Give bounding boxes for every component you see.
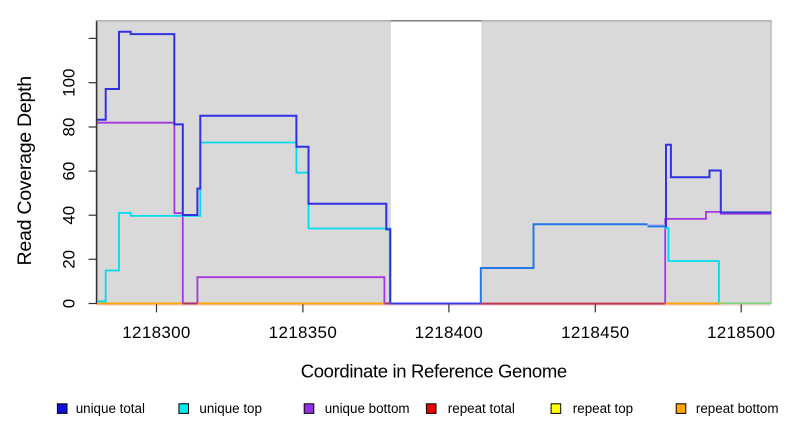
svg-text:unique total: unique total — [76, 401, 145, 416]
svg-text:Coordinate in Reference Genome: Coordinate in Reference Genome — [301, 361, 567, 382]
svg-text:repeat bottom: repeat bottom — [696, 401, 779, 416]
svg-text:1218400: 1218400 — [415, 323, 483, 342]
svg-text:1218300: 1218300 — [122, 323, 190, 342]
svg-text:repeat total: repeat total — [448, 401, 515, 416]
svg-text:20: 20 — [60, 250, 79, 269]
svg-text:0: 0 — [60, 299, 79, 308]
svg-text:40: 40 — [60, 206, 79, 225]
svg-text:1218450: 1218450 — [561, 323, 629, 342]
svg-text:80: 80 — [60, 118, 79, 137]
svg-text:unique top: unique top — [199, 401, 262, 416]
svg-text:1218500: 1218500 — [707, 323, 775, 342]
svg-text:unique bottom: unique bottom — [325, 401, 410, 416]
svg-text:1218350: 1218350 — [269, 323, 337, 342]
svg-text:Read Coverage Depth: Read Coverage Depth — [14, 76, 36, 265]
svg-text:100: 100 — [60, 69, 79, 97]
svg-text:60: 60 — [60, 162, 79, 181]
svg-text:repeat top: repeat top — [573, 401, 633, 416]
